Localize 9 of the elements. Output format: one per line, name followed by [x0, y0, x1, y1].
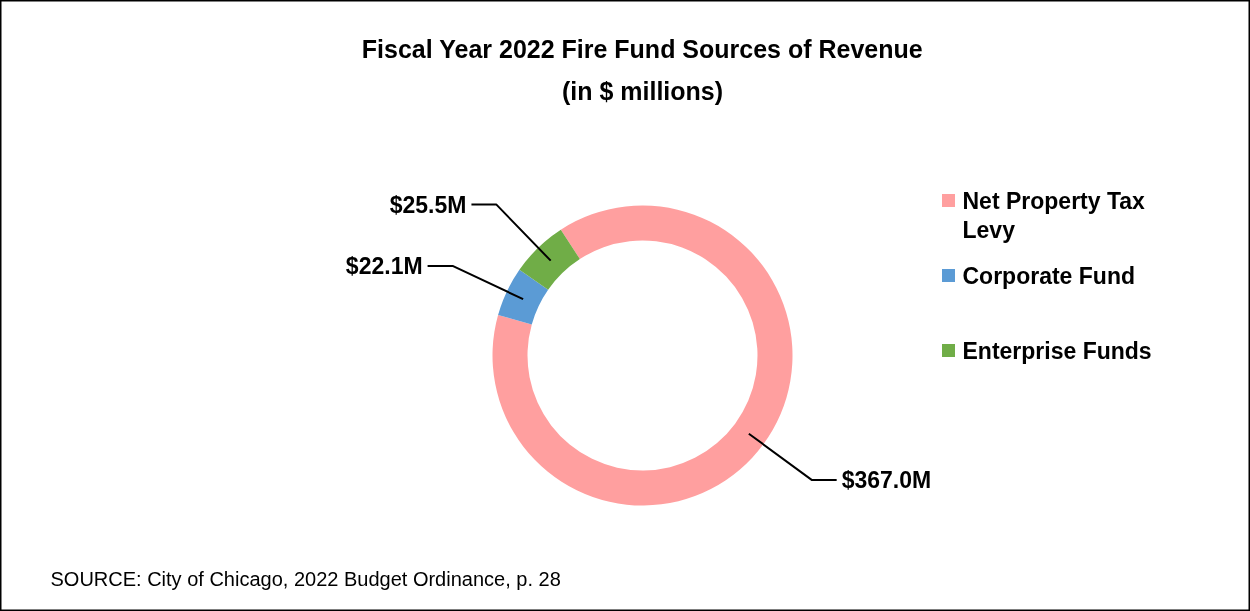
legend-label: Corporate Fund [962, 262, 1135, 289]
chart-subtitle: (in $ millions) [561, 76, 724, 105]
legend-label: Net Property Tax Levy [962, 187, 1146, 244]
legend-label: Enterprise Funds [962, 337, 1152, 364]
data-label: $22.1M [345, 252, 423, 279]
source-note: SOURCE: City of Chicago, 2022 Budget Ordinance, p. 28 [50, 567, 561, 590]
data-label: $25.5M [389, 191, 467, 218]
data-label: $367.0M [841, 466, 932, 493]
chart-title: Fiscal Year 2022 Fire Fund Sources of Revenue [361, 34, 923, 63]
